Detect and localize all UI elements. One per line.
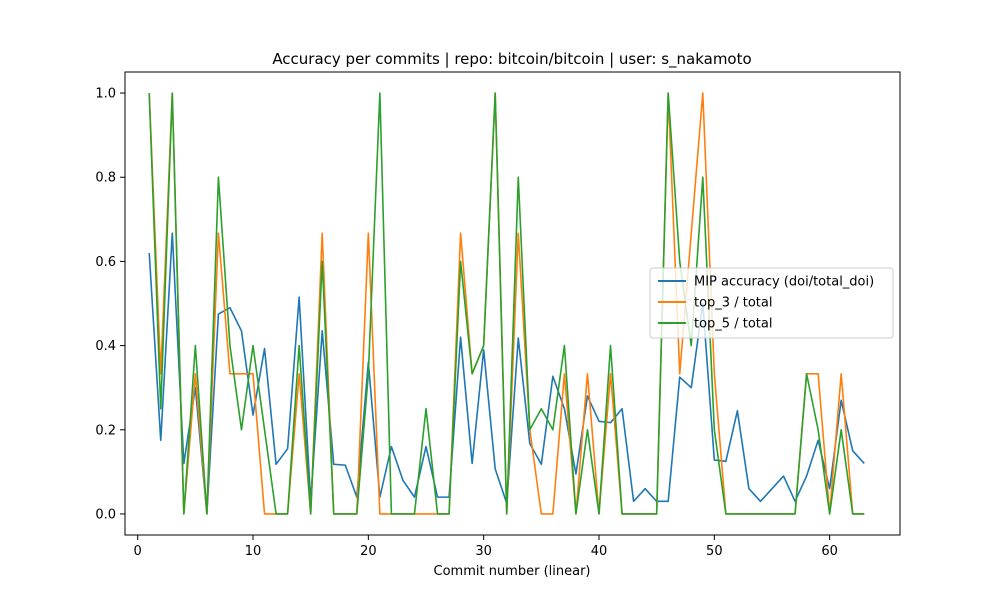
series-line-3	[148, 92, 865, 515]
y-tick-label: 0.8	[95, 171, 116, 186]
x-axis: 0 10 20 30 40 50 60	[134, 535, 838, 559]
x-tick-label: 60	[821, 544, 838, 559]
y-axis: 0.0 0.2 0.4 0.6 0.8 1.0	[95, 87, 125, 522]
x-tick-label: 20	[360, 544, 377, 559]
chart-title: Accuracy per commits | repo: bitcoin/bit…	[272, 50, 751, 69]
series-layer	[148, 92, 865, 515]
x-tick-label: 40	[591, 544, 608, 559]
legend-box	[649, 267, 894, 339]
x-tick-label: 30	[475, 544, 492, 559]
plot-frame	[124, 71, 901, 536]
y-tick-label: 0.2	[95, 423, 116, 438]
legend-label-2: top_3 / total	[694, 296, 772, 311]
y-tick-label: 0.4	[95, 339, 116, 354]
legend-label-3: top_5 / total	[694, 317, 772, 332]
legend: MIP accuracy (doi/total_doi) top_3 / tota…	[649, 267, 894, 339]
y-tick-label: 0.0	[95, 507, 116, 522]
x-tick-label: 0	[134, 544, 142, 559]
y-tick-label: 1.0	[95, 87, 116, 102]
x-tick-label: 50	[706, 544, 723, 559]
x-axis-title: Commit number (linear)	[434, 564, 591, 579]
y-tick-label: 0.6	[95, 255, 116, 270]
legend-label-1: MIP accuracy (doi/total_doi)	[694, 275, 874, 290]
x-tick-label: 10	[245, 544, 262, 559]
